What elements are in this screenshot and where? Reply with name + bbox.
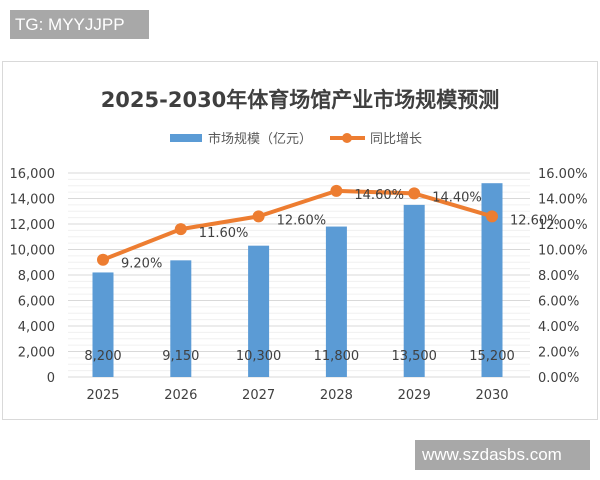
left-axis-tick-label: 6,000 xyxy=(18,295,55,310)
bar-2030 xyxy=(481,183,503,377)
x-axis-tick-label: 2026 xyxy=(164,388,197,403)
legend-bar-label: 市场规模（亿元） xyxy=(208,131,312,147)
line-value-label: 11.60% xyxy=(199,226,249,241)
line-marker-2029 xyxy=(408,187,421,200)
right-axis-tick-label: 0.00% xyxy=(538,371,579,386)
left-axis-tick-label: 10,000 xyxy=(10,244,56,259)
left-axis: 0 2,000 4,000 6,000 8,000 10,000 12,000 14,000 1… xyxy=(10,167,56,386)
bar-series xyxy=(92,183,503,377)
right-axis-tick-label: 14.00% xyxy=(538,193,588,208)
bar-value-label: 9,150 xyxy=(162,349,199,364)
bar-value-label: 13,500 xyxy=(391,349,437,364)
legend: 市场规模（亿元） 同比增长 xyxy=(170,131,422,147)
line-marker-2025 xyxy=(97,253,109,266)
bar-2029 xyxy=(403,204,425,377)
x-axis-tick-label: 2029 xyxy=(398,388,431,403)
right-axis-tick-label: 8.00% xyxy=(538,269,579,284)
left-axis-tick-label: 4,000 xyxy=(18,320,55,335)
bar-2027 xyxy=(248,245,270,377)
right-axis-tick-label: 2.00% xyxy=(538,346,579,361)
bar-2028 xyxy=(325,226,347,377)
bar-2026 xyxy=(170,260,192,377)
growth-line xyxy=(102,188,493,262)
tg-watermark-badge: TG: MYYJJPP xyxy=(10,10,149,39)
bar-2025 xyxy=(92,272,114,377)
left-axis-tick-label: 0 xyxy=(47,371,55,386)
line-value-label: 14.40% xyxy=(432,190,482,205)
left-axis-tick-label: 2,000 xyxy=(18,346,55,361)
line-value-label: 12.60% xyxy=(510,213,560,228)
bar-data-labels: 8,200 9,150 10,300 11,800 13,500 15,200 xyxy=(84,349,514,364)
bar-value-label: 15,200 xyxy=(469,349,515,364)
x-axis-tick-label: 2025 xyxy=(86,388,119,403)
x-axis: 2025 2026 2027 2028 2029 2030 xyxy=(86,388,508,403)
url-watermark-badge: www.szdasbs.com xyxy=(415,440,590,470)
line-value-label: 12.60% xyxy=(277,213,327,228)
chart-title: 2025-2030年体育场馆产业市场规模预测 xyxy=(101,88,500,112)
bar-value-label: 10,300 xyxy=(236,349,282,364)
right-axis-tick-label: 4.00% xyxy=(538,320,579,335)
legend-bar-swatch xyxy=(170,134,202,142)
left-axis-tick-label: 14,000 xyxy=(10,193,56,208)
growth-line-series: 9.20% 11.60% 12.60% 14.60% 14.40% 12.60% xyxy=(97,184,560,272)
right-axis-tick-label: 10.00% xyxy=(538,244,588,259)
line-value-label: 9.20% xyxy=(121,257,162,272)
legend-line-label: 同比增长 xyxy=(370,132,422,147)
right-axis-tick-label: 6.00% xyxy=(538,295,579,310)
left-axis-tick-label: 12,000 xyxy=(10,218,56,233)
line-value-label: 14.60% xyxy=(354,188,404,203)
line-marker-2026 xyxy=(174,223,187,236)
x-axis-tick-label: 2027 xyxy=(242,388,275,403)
right-axis: 0.00% 2.00% 4.00% 6.00% 8.00% 10.00% 12.00% 14.… xyxy=(538,167,588,386)
x-axis-tick-label: 2028 xyxy=(320,388,353,403)
line-marker-2030 xyxy=(486,210,498,223)
left-axis-tick-label: 16,000 xyxy=(10,167,56,182)
left-axis-tick-label: 8,000 xyxy=(18,269,55,284)
line-marker-2028 xyxy=(330,184,343,197)
bar-value-label: 8,200 xyxy=(84,349,121,364)
bar-value-label: 11,800 xyxy=(314,349,360,364)
right-axis-tick-label: 16.00% xyxy=(538,167,588,182)
line-marker-2027 xyxy=(252,210,265,223)
x-axis-tick-label: 2030 xyxy=(475,388,508,403)
legend-line-marker xyxy=(342,133,352,143)
right-axis-tick-label: 12.00% xyxy=(538,218,588,233)
